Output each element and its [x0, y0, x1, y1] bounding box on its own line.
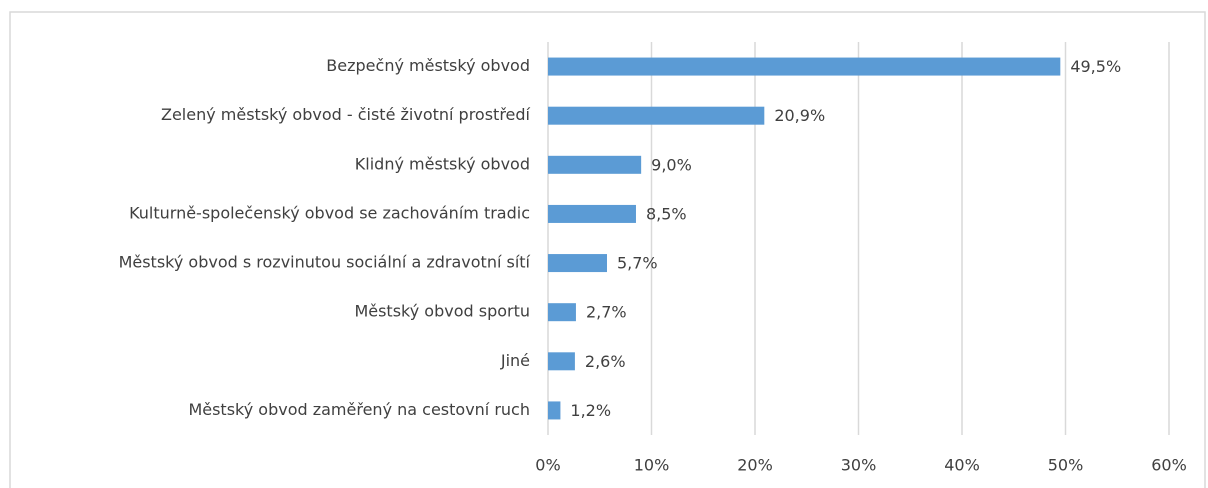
- value-label: 49,5%: [1070, 57, 1121, 76]
- value-label: 9,0%: [651, 155, 692, 174]
- x-tick-label: 50%: [1048, 456, 1084, 475]
- y-tick-label: Bezpečný městský obvod: [326, 56, 530, 75]
- y-tick-label: Městský obvod sportu: [354, 302, 530, 321]
- value-label: 2,6%: [585, 352, 626, 371]
- y-tick-label: Městský obvod zaměřený na cestovní ruch: [188, 400, 530, 419]
- bar: [548, 352, 575, 371]
- y-tick-label: Zelený městský obvod - čisté životní pro…: [161, 105, 531, 124]
- chart-border: [9, 11, 1206, 488]
- value-label: 8,5%: [646, 204, 687, 223]
- x-tick-label: 0%: [535, 456, 560, 475]
- x-tick-label: 40%: [944, 456, 980, 475]
- bar: [548, 254, 607, 273]
- bar: [548, 155, 642, 174]
- y-tick-label: Jiné: [500, 351, 530, 370]
- value-label: 1,2%: [570, 401, 611, 420]
- bar: [548, 204, 636, 223]
- x-tick-label: 20%: [737, 456, 773, 475]
- y-tick-label: Kulturně-společenský obvod se zachováním…: [129, 203, 530, 222]
- value-label: 5,7%: [617, 254, 658, 273]
- y-tick-label: Klidný městský obvod: [355, 154, 530, 173]
- bar: [548, 57, 1061, 76]
- x-tick-label: 60%: [1151, 456, 1187, 475]
- bar: [548, 401, 561, 420]
- value-label: 20,9%: [774, 106, 825, 125]
- bar: [548, 106, 765, 125]
- x-tick-label: 30%: [841, 456, 877, 475]
- value-label: 2,7%: [586, 303, 627, 322]
- x-tick-label: 10%: [634, 456, 670, 475]
- bar: [548, 303, 576, 322]
- y-tick-label: Městský obvod s rozvinutou sociální a zd…: [119, 253, 531, 272]
